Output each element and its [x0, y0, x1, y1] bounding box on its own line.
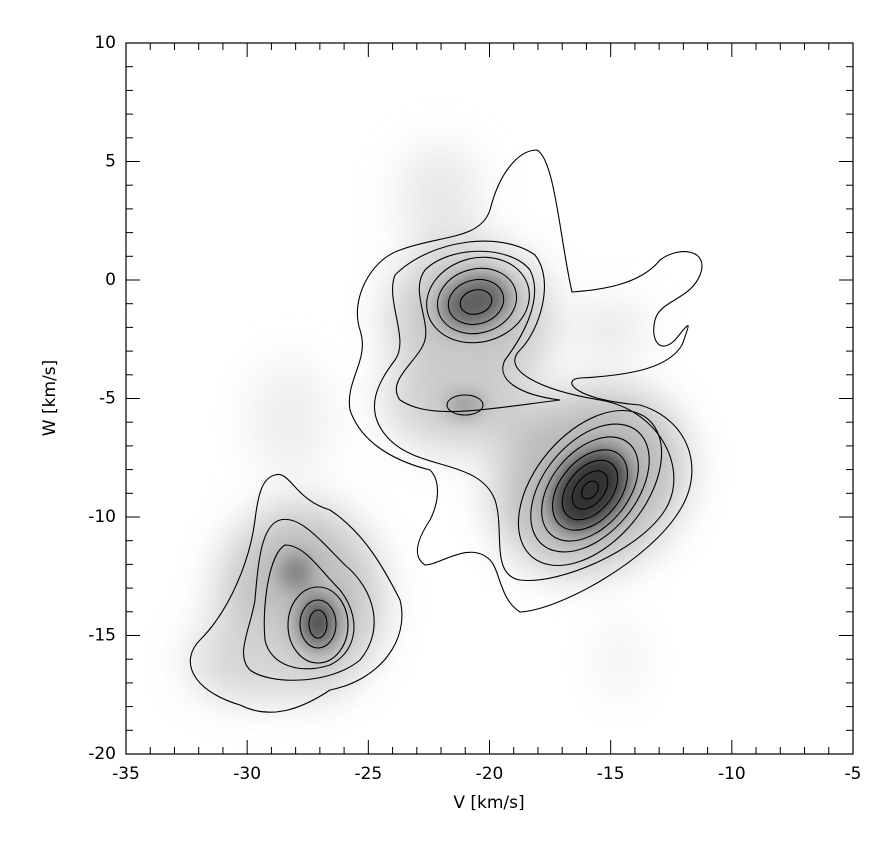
y-tick-label: -5	[99, 389, 116, 409]
y-tick-label: -10	[88, 507, 116, 527]
x-tick-label: -5	[845, 764, 862, 784]
y-tick-label: -15	[88, 626, 116, 646]
y-tick-label: 5	[105, 152, 116, 172]
y-axis-label: W [km/s]	[40, 360, 60, 436]
density-image	[190, 145, 685, 700]
x-tick-label: -15	[597, 764, 625, 784]
y-tick-label: -20	[88, 744, 116, 764]
x-tick-label: -35	[112, 764, 140, 784]
contours	[189, 149, 703, 713]
y-tick-label: 0	[105, 270, 116, 290]
x-tick-label: -30	[233, 764, 261, 784]
y-tick-label: 10	[94, 33, 116, 53]
x-tick-label: -25	[354, 764, 382, 784]
x-tick-label: -20	[476, 764, 504, 784]
x-tick-label: -10	[718, 764, 746, 784]
x-axis-label: V [km/s]	[453, 793, 524, 813]
